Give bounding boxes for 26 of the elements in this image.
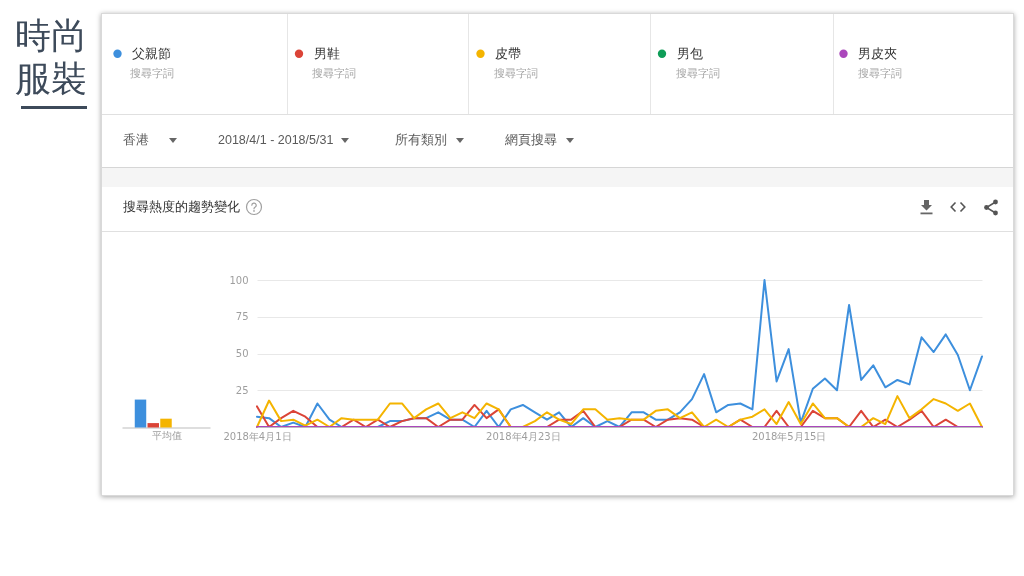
- chart-title: 搜尋熱度的趨勢變化: [123, 199, 240, 215]
- y-tick-label: 50: [235, 348, 249, 359]
- y-tick-label: 75: [235, 311, 249, 323]
- text: 時尚服裝: [15, 14, 88, 100]
- line-series: [256, 395, 983, 428]
- line-series: [256, 279, 983, 428]
- text: 搜尋字詞: [676, 67, 720, 81]
- y-tick-label: 25: [235, 384, 249, 396]
- text: 搜尋字詞: [312, 67, 356, 81]
- x-axis-title: 平均值: [151, 429, 182, 441]
- text: 香港: [123, 131, 149, 149]
- text: 搜尋字詞: [130, 67, 174, 81]
- text: 2018/4/1 - 2018/5/31: [218, 133, 334, 147]
- text: 搜尋字詞: [858, 67, 902, 81]
- x-tick-label: 2018年4月1日: [223, 430, 292, 442]
- text: 所有類別: [395, 131, 447, 149]
- y-tick-label: 100: [229, 274, 249, 286]
- x-tick-label: 2018年5月15日: [751, 430, 827, 442]
- legend-label: 皮帶: [495, 45, 521, 61]
- text: 搜尋字詞: [494, 67, 538, 81]
- legend-label: 男鞋: [313, 45, 340, 61]
- text: 網頁搜尋: [505, 131, 557, 149]
- legend-label: 男包: [676, 45, 703, 61]
- legend-label: 父親節: [132, 45, 171, 61]
- legend-label: 男皮夾: [858, 45, 897, 61]
- x-tick-label: 2018年4月23日: [486, 430, 561, 442]
